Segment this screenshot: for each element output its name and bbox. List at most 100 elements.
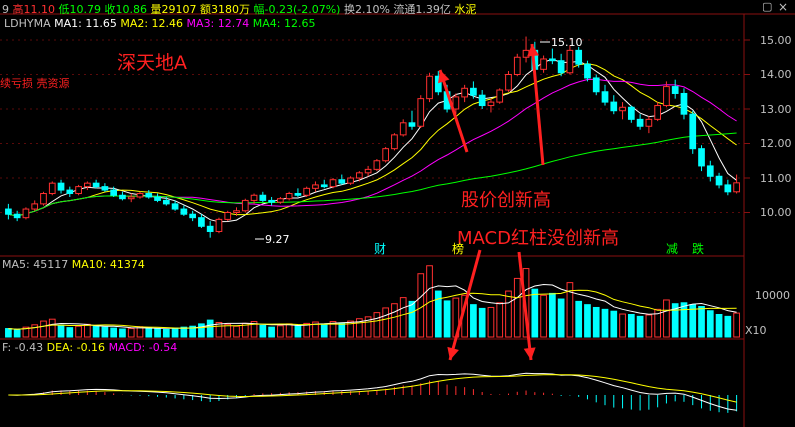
volume-bar — [417, 273, 425, 338]
high-price-label: 15.10 — [551, 36, 583, 49]
candle — [680, 92, 688, 115]
volume-bar — [391, 303, 398, 338]
macd-value-legend: MACD: -0.54 — [108, 341, 178, 354]
candle — [724, 184, 732, 193]
candle — [285, 193, 293, 200]
candle — [408, 122, 416, 127]
volume-bar — [671, 303, 679, 338]
candle — [303, 187, 311, 196]
volume-bar — [715, 314, 723, 338]
volume-bar — [189, 325, 196, 338]
candle — [268, 199, 275, 203]
volume-bar — [250, 321, 258, 338]
candle — [110, 189, 118, 196]
volume-bar — [75, 325, 82, 338]
candle — [119, 194, 126, 200]
macd-dif-line — [8, 372, 737, 411]
volume-bar — [206, 319, 214, 338]
volume-bar — [101, 326, 109, 338]
candle — [478, 94, 486, 107]
price-tick-10: 10.00 — [760, 206, 792, 219]
price-high-arrow-2-head — [527, 44, 540, 57]
candle — [627, 106, 635, 120]
volume-bar — [382, 307, 390, 338]
ma3-line — [8, 78, 737, 217]
volume-bar — [294, 324, 302, 338]
header-float-cap: 流通1.39亿 — [393, 3, 451, 16]
volume-bar — [698, 306, 705, 338]
candle — [364, 168, 372, 174]
ma2-legend: MA2: 12.46 — [120, 17, 184, 30]
ma-legend-name: LDHYMA — [4, 17, 51, 30]
price-tick-13: 13.00 — [760, 103, 792, 116]
price-tick-12: 12.00 — [760, 137, 792, 150]
close-icon[interactable]: × — [778, 0, 789, 14]
volume-bar — [513, 277, 521, 338]
marker-die: 跌 — [692, 242, 705, 256]
macd-dea-legend: DEA: -0.16 — [46, 341, 106, 354]
candle — [619, 106, 626, 112]
volume-bar — [145, 327, 153, 338]
volume-bar — [13, 329, 21, 338]
ma2-line — [8, 63, 737, 217]
candle — [373, 160, 381, 170]
candle — [198, 217, 205, 227]
candle — [706, 165, 714, 177]
candle — [320, 184, 328, 188]
candle — [513, 56, 521, 75]
macd-arrow-2-head — [523, 347, 536, 360]
volume-bar — [689, 304, 697, 338]
volume-bar — [154, 328, 161, 338]
volume-bar — [127, 328, 135, 338]
candle — [505, 74, 512, 91]
volume-bar — [233, 325, 240, 338]
volume-bar — [733, 312, 740, 338]
candle — [101, 186, 109, 191]
candle — [399, 122, 407, 136]
volume-bar — [355, 318, 363, 338]
volume-bar — [285, 323, 293, 338]
candle — [391, 134, 398, 150]
volume-bar — [540, 294, 547, 338]
candle — [40, 193, 47, 205]
candle — [127, 196, 135, 200]
candle — [277, 198, 284, 203]
volume-bar — [549, 292, 556, 338]
macd-no-new-high-label: MACD红柱没创新高 — [457, 228, 619, 249]
candle — [592, 77, 600, 93]
vol-ma5-legend: MA5: 45117 — [2, 258, 69, 271]
volume-bar — [320, 323, 328, 338]
candle — [417, 98, 425, 127]
candle — [434, 75, 442, 93]
candle — [549, 58, 556, 62]
price-high-arrow-1 — [438, 69, 469, 153]
volume-bar — [373, 312, 381, 338]
volume-bar — [443, 300, 451, 338]
price-tick-11: 11.00 — [760, 172, 792, 185]
box-icon[interactable]: ▢ — [762, 0, 773, 13]
volume-tick: 10000 — [755, 289, 790, 302]
volume-bar — [592, 306, 600, 338]
candle — [338, 179, 346, 184]
low-price-label: 9.27 — [265, 233, 290, 246]
candle — [22, 208, 30, 219]
candle — [31, 203, 39, 210]
volume-bar — [224, 323, 232, 338]
macd-arrow-1 — [448, 249, 482, 361]
candle — [733, 182, 740, 193]
candle — [5, 208, 12, 215]
candle — [426, 75, 433, 100]
candle — [470, 87, 477, 96]
volume-bar — [531, 288, 539, 338]
macd-arrow-1-head — [447, 346, 459, 360]
candle — [487, 101, 495, 107]
stock-name-label: 深天地A — [117, 52, 187, 74]
candle — [241, 199, 249, 212]
company-note: 续亏损 壳资源 — [0, 77, 70, 90]
volume-bar — [5, 328, 12, 338]
candle — [671, 86, 679, 94]
volume-bar — [66, 327, 74, 338]
candle — [233, 210, 240, 213]
volume-bar — [119, 328, 126, 338]
